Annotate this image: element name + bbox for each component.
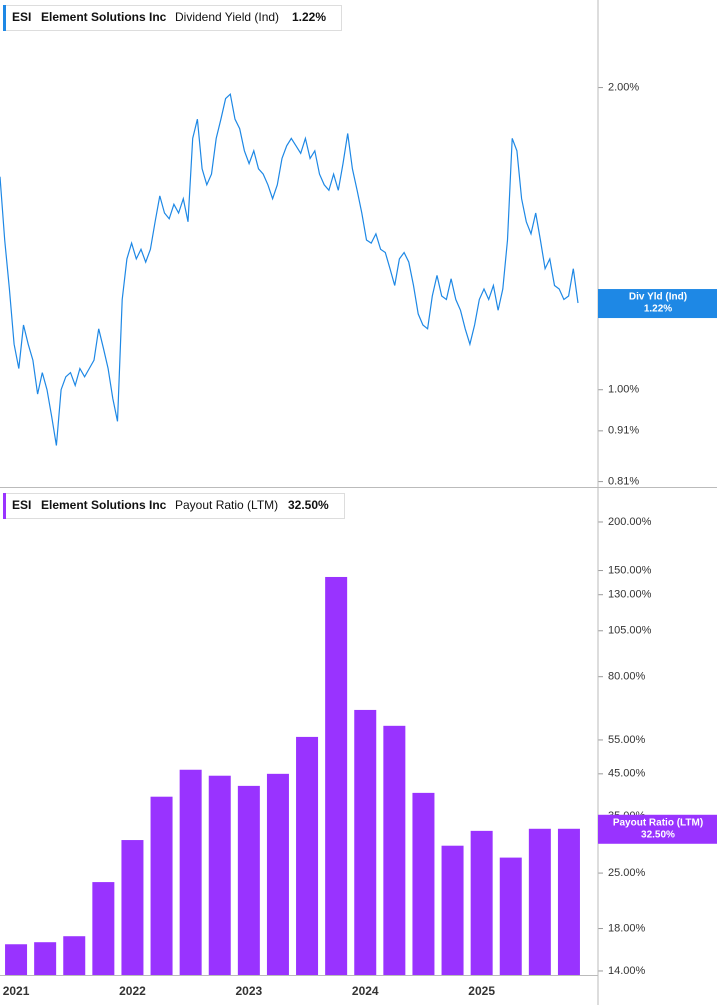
bar [5,944,28,975]
y-tick-label: 1.00% [608,384,639,396]
bar [325,576,348,975]
y-tick-label: 200.00% [608,516,652,528]
tag-name: Div Yld (Ind) [629,292,687,303]
bar [470,830,493,975]
tag-box [598,814,717,844]
ticker: ESI [12,10,31,24]
y-tick-label: 0.81% [608,475,639,487]
y-tick-label: 150.00% [608,564,652,576]
bar [441,845,464,975]
series-name: Dividend Yield (Ind) [175,10,279,24]
x-tick-label: 2024 [352,984,379,998]
legend-swatch [3,493,6,519]
bar [208,775,231,975]
y-tick-label: 2.00% [608,81,639,93]
company: Element Solutions Inc [41,498,167,512]
bar [150,796,173,975]
value-tag: Div Yld (Ind)1.22% [598,289,717,319]
x-tick-label: 2021 [3,984,30,998]
legend: ESI Element Solutions Inc Dividend Yield… [3,5,342,31]
bar [34,942,57,975]
y-tick-label: 55.00% [608,734,646,746]
bar [237,785,260,975]
legend: ESI Element Solutions Inc Payout Ratio (… [3,493,345,519]
y-tick-label: 25.00% [608,867,646,879]
bar [121,840,144,975]
bar [296,736,319,975]
x-tick-label: 2025 [468,984,495,998]
last-value: 32.50% [288,498,329,512]
y-tick-label: 45.00% [608,768,646,780]
bar [412,792,435,975]
tag-box [598,289,717,319]
last-value: 1.22% [292,10,326,24]
value-tag: Payout Ratio (LTM)32.50% [598,814,717,844]
bar [354,709,377,975]
bar [266,773,289,975]
tag-value: 32.50% [641,829,675,840]
y-tick-label: 18.00% [608,922,646,934]
legend-box [3,493,345,519]
y-tick-label: 130.00% [608,589,652,601]
company: Element Solutions Inc [41,10,167,24]
y-tick-label: 80.00% [608,671,646,683]
ticker: ESI [12,498,31,512]
bar [557,828,580,975]
bar [63,936,86,975]
bar [499,857,522,975]
legend-swatch [3,5,6,31]
tag-name: Payout Ratio (LTM) [613,817,703,828]
x-tick-label: 2022 [119,984,146,998]
series-name: Payout Ratio (LTM) [175,498,278,512]
y-tick-label: 105.00% [608,625,652,637]
y-tick-label: 14.00% [608,965,646,977]
bar [528,828,551,975]
x-tick-label: 2023 [235,984,262,998]
line [0,93,579,446]
tag-value: 1.22% [644,304,672,315]
y-tick-label: 0.91% [608,425,639,437]
bar [92,882,115,975]
bar [179,769,202,975]
bar [383,725,406,975]
